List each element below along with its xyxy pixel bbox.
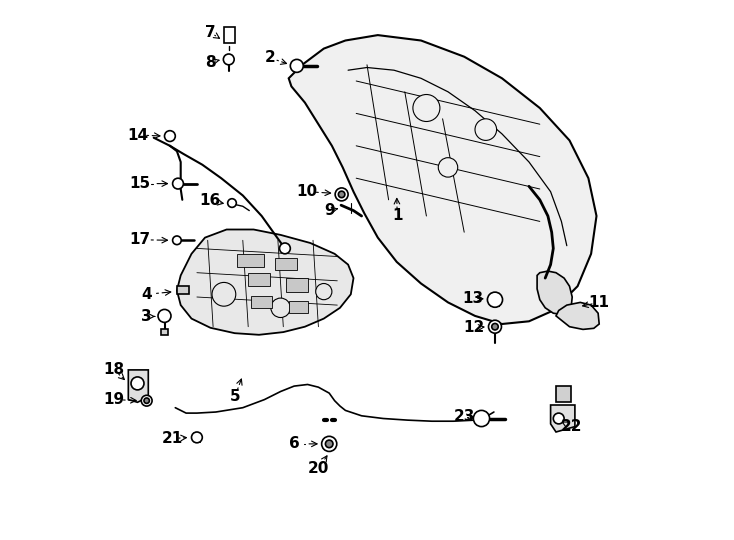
Polygon shape — [177, 230, 354, 335]
Circle shape — [325, 440, 333, 448]
Circle shape — [492, 323, 498, 330]
Text: 23: 23 — [454, 409, 475, 424]
Polygon shape — [550, 405, 575, 432]
Circle shape — [553, 413, 564, 424]
Circle shape — [473, 410, 490, 427]
Text: 22: 22 — [560, 419, 582, 434]
Circle shape — [172, 236, 181, 245]
Text: 16: 16 — [200, 193, 221, 208]
Text: 4: 4 — [142, 287, 152, 302]
Circle shape — [164, 131, 175, 141]
Text: 2: 2 — [264, 50, 275, 65]
Circle shape — [291, 59, 303, 72]
Circle shape — [172, 178, 184, 189]
Text: 21: 21 — [162, 431, 184, 446]
Polygon shape — [128, 370, 148, 402]
Circle shape — [141, 395, 152, 406]
Text: 6: 6 — [288, 436, 299, 451]
Bar — [288, 301, 308, 313]
Text: 7: 7 — [205, 25, 216, 40]
Text: 12: 12 — [463, 320, 484, 335]
Circle shape — [158, 309, 171, 322]
Circle shape — [321, 436, 337, 451]
Polygon shape — [556, 302, 599, 329]
Circle shape — [223, 54, 234, 65]
Text: 5: 5 — [230, 389, 240, 404]
Circle shape — [271, 298, 291, 318]
Text: 1: 1 — [392, 208, 402, 224]
Text: 18: 18 — [103, 362, 125, 377]
Text: 10: 10 — [296, 184, 317, 199]
Circle shape — [280, 243, 291, 254]
Bar — [177, 286, 189, 294]
Circle shape — [475, 119, 497, 140]
Circle shape — [438, 158, 458, 177]
Circle shape — [335, 188, 348, 201]
Circle shape — [489, 320, 501, 333]
Bar — [556, 386, 571, 402]
Text: 13: 13 — [462, 291, 484, 306]
Bar — [237, 254, 264, 267]
Text: 20: 20 — [308, 461, 329, 476]
Bar — [286, 278, 308, 292]
Bar — [251, 296, 272, 308]
Bar — [248, 273, 270, 286]
Text: 14: 14 — [127, 127, 148, 143]
Text: 3: 3 — [142, 309, 152, 324]
Text: 19: 19 — [103, 392, 125, 407]
Circle shape — [228, 199, 236, 207]
Circle shape — [338, 191, 345, 198]
Circle shape — [192, 432, 203, 443]
Bar — [224, 27, 235, 43]
Circle shape — [144, 398, 150, 403]
Bar — [161, 329, 168, 335]
Circle shape — [487, 292, 503, 307]
Bar — [275, 258, 297, 270]
Text: 17: 17 — [130, 232, 150, 247]
Circle shape — [212, 282, 236, 306]
Polygon shape — [288, 35, 597, 324]
Circle shape — [316, 284, 332, 300]
Text: 8: 8 — [205, 55, 216, 70]
Circle shape — [413, 94, 440, 122]
Circle shape — [131, 377, 144, 390]
Text: 11: 11 — [589, 295, 610, 310]
Text: 15: 15 — [130, 176, 150, 191]
Polygon shape — [537, 271, 573, 314]
Text: 9: 9 — [324, 203, 335, 218]
